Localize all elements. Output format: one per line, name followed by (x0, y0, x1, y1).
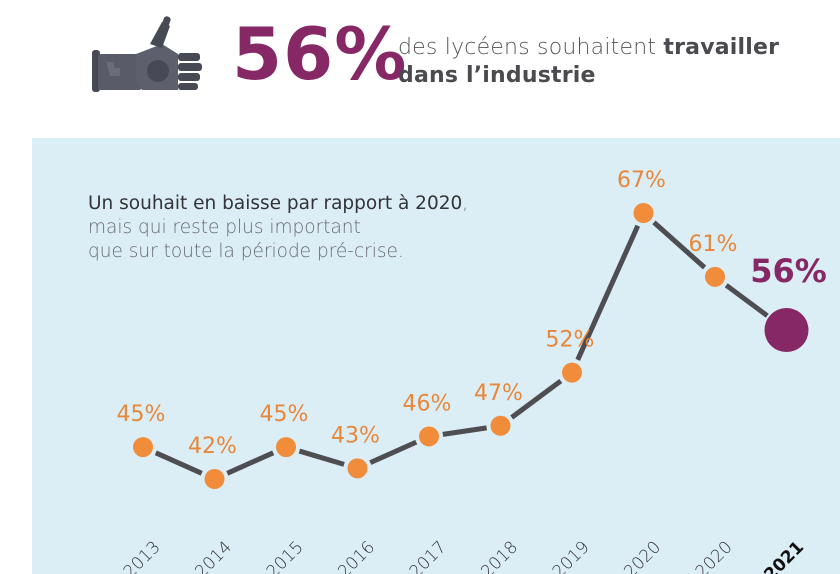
value-label: 45% (117, 402, 166, 427)
line-segment (724, 283, 769, 318)
x-tick-label: mars 2020 (586, 537, 665, 574)
data-point-2013 (133, 437, 153, 458)
header: 56% des lycéens souhaitent travailler da… (0, 0, 840, 138)
headline-text: des lycéens souhaitent travailler dans l… (398, 34, 779, 90)
headline-text-part1: des lycéens souhaitent (398, 35, 664, 60)
subtitle-line2: mais qui reste plus important (88, 217, 361, 238)
subtitle-comma: , (462, 193, 469, 214)
value-label: 45% (260, 402, 309, 427)
subtitle-line3: que sur toute la période pré-crise. (88, 241, 404, 262)
value-label: 43% (331, 423, 380, 448)
value-label: 52% (546, 328, 595, 353)
headline-percentage: 56% (232, 12, 408, 96)
data-point-2018 (490, 415, 511, 436)
value-label: 42% (188, 434, 237, 459)
data-point-2014 (204, 469, 225, 489)
data-point-2017 (419, 426, 439, 447)
line-segment (510, 378, 563, 420)
x-tick-label: 2016 (334, 537, 379, 574)
x-tick-label: 2019 (549, 537, 594, 574)
subtitle-lead: Un souhait en baisse par rapport à 2020 (88, 193, 463, 214)
line-segment (154, 450, 203, 476)
line-segment (652, 220, 707, 270)
robot-thumbs-up-icon (92, 16, 202, 92)
line-segment (298, 448, 345, 467)
value-label: 47% (474, 381, 523, 406)
data-point-2021 (764, 308, 809, 353)
value-label: 56% (750, 252, 827, 290)
line-segment (369, 439, 418, 465)
value-label: 67% (617, 168, 666, 193)
value-labels: 45% 42% 45% 43% 46% 47% 52% 67% 61% 56% (117, 168, 827, 459)
chart-subtitle: Un souhait en baisse par rapport à 2020,… (88, 192, 468, 264)
data-points (133, 203, 809, 489)
chart-panel (32, 138, 840, 574)
data-point-2016 (347, 458, 368, 479)
data-point-2019 (562, 362, 582, 383)
line-segment (575, 224, 641, 361)
data-point-juin-2020 (705, 266, 725, 287)
value-label: 61% (689, 232, 738, 257)
x-tick-label: 2013 (120, 537, 165, 574)
headline-text-bold: travailler (663, 35, 780, 60)
x-tick-label: juin 2020 (665, 537, 736, 574)
x-tick-label: 2021 (760, 537, 808, 574)
x-axis-tick-labels: 2013 2014 2015 2016 2017 2018 2019mars 2020jui… (120, 537, 808, 574)
line-series (154, 220, 769, 476)
data-point-mars-2020 (633, 203, 654, 223)
x-tick-label: 2017 (406, 537, 451, 574)
x-tick-label: 2014 (191, 537, 236, 574)
data-point-2015 (276, 437, 296, 458)
value-label: 46% (403, 391, 452, 416)
line-segment (226, 450, 275, 476)
line-segment (442, 425, 488, 437)
x-tick-label: 2018 (477, 537, 522, 574)
x-tick-label: 2015 (263, 537, 308, 574)
headline-text-line2: dans l’industrie (398, 63, 596, 88)
